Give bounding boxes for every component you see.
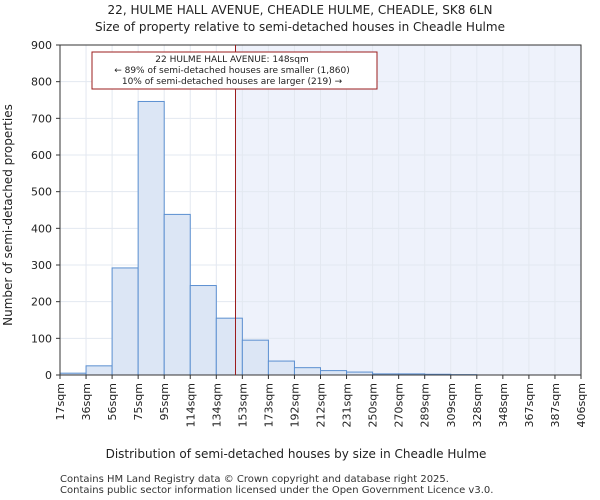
bar xyxy=(85,365,113,376)
y-tick-label: 0 xyxy=(45,369,52,382)
bar xyxy=(137,100,165,376)
bar xyxy=(320,370,348,376)
y-tick-label: 100 xyxy=(31,332,52,345)
x-axis: 17sqm 36sqm 56sqm 75sqm 95sqm 114sqm 134sqm 153… xyxy=(54,375,588,427)
annotation-line1: 22 HULME HALL AVENUE: 148sqm xyxy=(155,55,308,65)
y-tick-label: 200 xyxy=(31,296,52,309)
footer-line2: Contains public sector information licen… xyxy=(60,485,494,496)
x-tick-label: 95sqm xyxy=(158,383,171,420)
y-tick-label: 500 xyxy=(31,186,52,199)
y-tick-label: 600 xyxy=(31,149,52,162)
chart-title-line1: 22, HULME HALL AVENUE, CHEADLE HULME, CH… xyxy=(108,3,493,17)
annotation-frame xyxy=(91,51,378,90)
annotation-line2: ← 89% of semi-detached houses are smalle… xyxy=(114,66,350,76)
x-tick-label: 212sqm xyxy=(315,383,328,427)
bar xyxy=(189,285,217,376)
x-tick-label: 75sqm xyxy=(132,383,145,420)
y-tick-label: 400 xyxy=(31,222,52,235)
x-tick-label: 153sqm xyxy=(236,383,249,427)
x-tick-label: 270sqm xyxy=(393,383,406,427)
x-tick-label: 36sqm xyxy=(80,383,93,420)
annotation-line3: 10% of semi-detached houses are larger (… xyxy=(122,77,343,87)
x-tick-label: 406sqm xyxy=(575,383,588,427)
x-tick-label: 387sqm xyxy=(549,383,562,427)
x-tick-label: 348sqm xyxy=(497,383,510,427)
bar xyxy=(267,360,295,376)
x-tick-label: 17sqm xyxy=(54,383,67,420)
x-tick-label: 289sqm xyxy=(419,383,432,427)
bar xyxy=(241,339,269,376)
y-tick-label: 300 xyxy=(31,259,52,272)
y-axis: 0 100 200 300 400 500 600 700 800 900 xyxy=(31,39,60,382)
x-axis-label: Distribution of semi-detached houses by … xyxy=(106,447,487,461)
annotation-box: 22 HULME HALL AVENUE: 148sqm ← 89% of se… xyxy=(91,51,378,90)
bars-group xyxy=(59,44,581,376)
bar xyxy=(293,367,322,376)
x-tick-label: 114sqm xyxy=(184,383,197,427)
x-tick-label: 192sqm xyxy=(288,383,301,427)
footer-line1: Contains HM Land Registry data © Crown c… xyxy=(60,474,449,485)
x-tick-label: 367sqm xyxy=(523,383,536,427)
x-tick-label: 56sqm xyxy=(106,383,119,420)
bar xyxy=(163,213,191,376)
chart-title-line2: Size of property relative to semi-detach… xyxy=(95,20,505,34)
y-axis-label: Number of semi-detached properties xyxy=(1,104,15,326)
y-tick-label: 900 xyxy=(31,39,52,52)
x-tick-label: 173sqm xyxy=(262,383,275,427)
larger-region-highlight xyxy=(235,45,581,375)
bar xyxy=(111,267,139,376)
x-tick-label: 328sqm xyxy=(471,383,484,427)
y-tick-label: 700 xyxy=(31,112,52,125)
x-tick-label: 309sqm xyxy=(445,383,458,427)
x-tick-label: 231sqm xyxy=(341,383,354,427)
x-tick-label: 134sqm xyxy=(210,383,223,427)
chart-svg: 22, HULME HALL AVENUE, CHEADLE HULME, CH… xyxy=(1,3,588,461)
x-tick-label: 250sqm xyxy=(367,383,380,427)
y-tick-label: 800 xyxy=(31,76,52,89)
bar xyxy=(215,317,243,376)
